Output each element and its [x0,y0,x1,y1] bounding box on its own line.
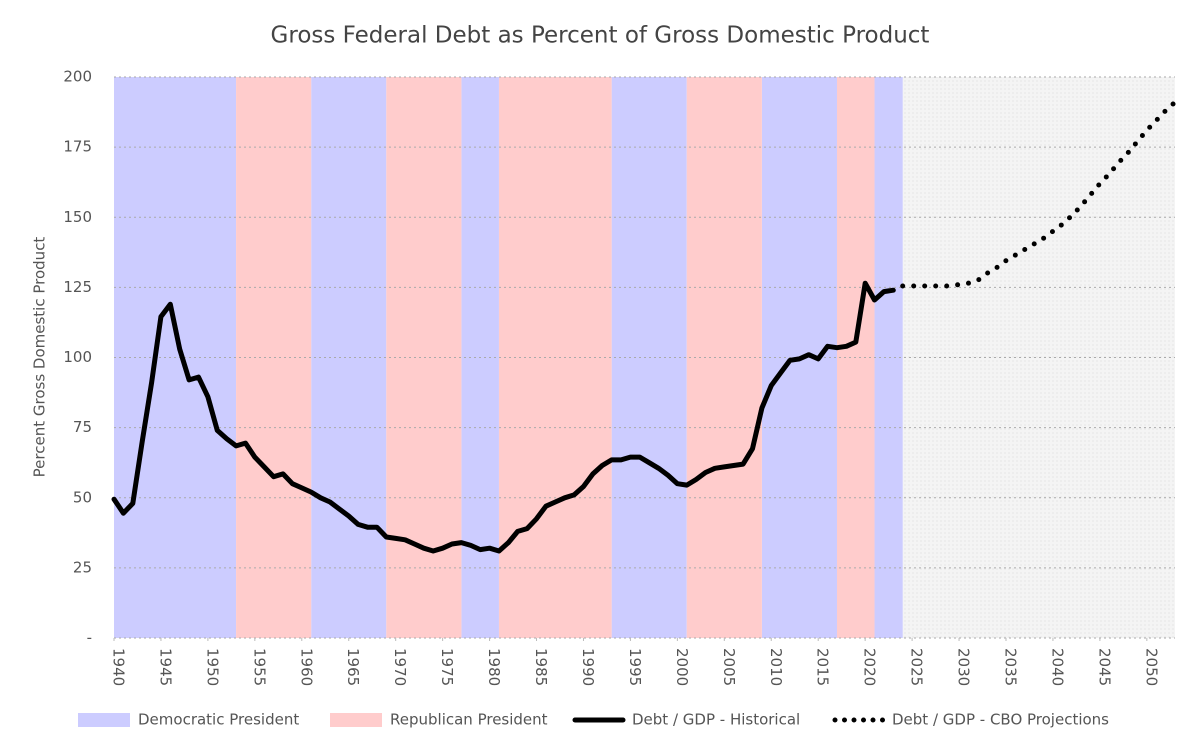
y-tick-label: - [87,629,92,647]
legend-swatch [78,713,130,727]
y-tick-label: 75 [73,418,92,436]
y-tick-label: 50 [73,488,92,506]
debt-line [111,280,896,554]
chart-title: Gross Federal Debt as Percent of Gross D… [271,23,930,49]
president-band [236,77,312,638]
x-tick-label: 2030 [955,648,973,686]
x-tick-label: 1965 [344,648,362,686]
legend-swatch [330,713,382,727]
legend-label: Democratic President [138,711,299,729]
x-tick-label: 2015 [814,648,832,686]
legend-label: Debt / GDP - Historical [632,711,800,729]
x-tick-label: 1960 [297,648,315,686]
y-tick-label: 100 [63,348,92,366]
x-tick-label: 2025 [908,648,926,686]
y-tick-label: 25 [73,558,92,576]
y-tick-label: 125 [63,278,92,296]
president-band [874,77,903,638]
x-tick-label: 1990 [579,648,597,686]
x-tick-label: 1945 [156,648,174,686]
x-tick-label: 2040 [1048,648,1066,686]
x-tick-label: 2010 [767,648,785,686]
x-tick-label: 2005 [720,648,738,686]
x-tick-label: 2020 [861,648,879,686]
x-tick-label: 2035 [1001,648,1019,686]
debt-line [900,99,1178,289]
president-band [311,77,387,638]
x-tick-label: 2045 [1095,648,1113,686]
y-tick-label: 175 [63,138,92,156]
x-tick-label: 1975 [438,648,456,686]
x-tick-label: 1940 [110,648,128,686]
x-tick-label: 2000 [673,648,691,686]
legend-label: Debt / GDP - CBO Projections [892,711,1109,729]
legend-label: Republican President [390,711,548,729]
y-tick-label: 150 [63,208,92,226]
y-tick-label: 200 [63,68,92,86]
x-tick-label: 1955 [250,648,268,686]
x-tick-label: 1995 [626,648,644,686]
x-tick-label: 2050 [1142,648,1160,686]
y-axis-label: Percent Gross Domestic Product [31,237,49,478]
x-tick-label: 1985 [532,648,550,686]
x-tick-label: 1950 [203,648,221,686]
x-tick-label: 1980 [485,648,503,686]
x-tick-label: 1970 [391,648,409,686]
